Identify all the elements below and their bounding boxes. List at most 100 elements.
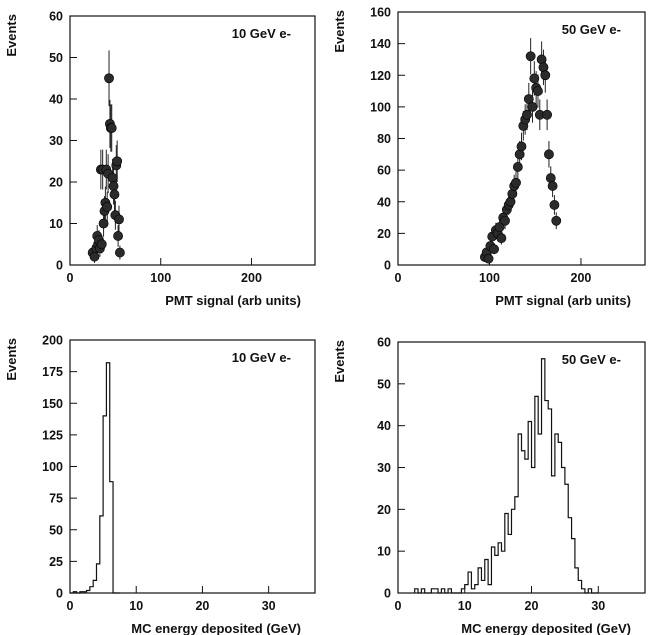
y-tick-label: 100 bbox=[370, 100, 391, 114]
y-tick-label: 40 bbox=[377, 419, 391, 433]
y-tick-label: 20 bbox=[377, 503, 391, 517]
x-tick-label: 0 bbox=[67, 599, 74, 613]
y-axis-label: Events bbox=[332, 340, 347, 383]
x-tick-label: 0 bbox=[395, 271, 402, 285]
panel-bottom-right: 0 10 20 30 40 50 60 0 10 20 30 MC energy deposited … bbox=[332, 336, 646, 635]
y-tick-label: 40 bbox=[377, 195, 391, 209]
data-point bbox=[107, 172, 118, 183]
data-point bbox=[500, 215, 510, 226]
x-tick-label: 200 bbox=[571, 271, 592, 285]
data-point bbox=[527, 101, 538, 112]
data-point bbox=[516, 141, 527, 152]
data-point bbox=[496, 233, 507, 244]
data-point bbox=[112, 156, 123, 167]
y-tick-label: 160 bbox=[370, 6, 391, 20]
x-tick-label: 100 bbox=[150, 271, 171, 285]
y-tick-label: 0 bbox=[384, 587, 391, 601]
y-tick-label: 60 bbox=[49, 10, 63, 24]
data-point bbox=[106, 123, 117, 133]
data-point bbox=[89, 251, 100, 262]
x-axis-label: MC energy deposited (GeV) bbox=[131, 621, 301, 635]
data-point bbox=[102, 201, 113, 212]
data-point bbox=[483, 253, 494, 264]
panel-top-right: 0 20 40 60 80 100 120 140 160 0 100 200 PMT signal (… bbox=[332, 6, 646, 308]
plot-frame bbox=[397, 341, 646, 594]
data-point bbox=[115, 247, 125, 258]
x-tick-label: 10 bbox=[129, 599, 143, 613]
data-point bbox=[529, 73, 540, 84]
data-point bbox=[104, 73, 114, 84]
y-tick-label: 100 bbox=[42, 460, 63, 474]
data-point bbox=[522, 109, 532, 120]
x-tick-label: 20 bbox=[195, 599, 209, 613]
data-point bbox=[523, 94, 534, 104]
x-axis-label: PMT signal (arb units) bbox=[165, 293, 301, 308]
data-point bbox=[113, 231, 123, 241]
y-tick-label: 120 bbox=[370, 69, 391, 83]
y-tick-label: 140 bbox=[370, 37, 391, 51]
annotation-label: 10 GeV e- bbox=[232, 350, 291, 365]
x-tick-label: 30 bbox=[591, 599, 605, 613]
y-tick-label: 20 bbox=[377, 227, 391, 241]
annotation-label: 50 GeV e- bbox=[562, 22, 621, 37]
data-point bbox=[114, 214, 124, 225]
data-point bbox=[511, 177, 521, 188]
data-point bbox=[544, 149, 554, 160]
data-point bbox=[525, 51, 536, 62]
data-point bbox=[533, 86, 543, 96]
x-tick-label: 0 bbox=[395, 599, 402, 613]
y-axis-label: Events bbox=[332, 10, 347, 53]
y-tick-label: 25 bbox=[49, 555, 63, 569]
data-point bbox=[549, 200, 560, 210]
x-tick-label: 20 bbox=[525, 599, 539, 613]
y-tick-label: 20 bbox=[49, 176, 63, 190]
y-tick-label: 175 bbox=[42, 365, 63, 379]
y-axis-label: Events bbox=[4, 14, 19, 57]
data-point bbox=[98, 218, 109, 229]
data-point bbox=[96, 239, 107, 250]
y-tick-label: 80 bbox=[377, 132, 391, 146]
plot-frame bbox=[69, 15, 316, 266]
y-axis-label: Events bbox=[4, 338, 19, 381]
data-point bbox=[547, 181, 558, 191]
y-tick-label: 150 bbox=[42, 397, 63, 411]
y-tick-label: 60 bbox=[377, 164, 391, 178]
x-tick-label: 10 bbox=[458, 599, 472, 613]
x-axis-label: PMT signal (arb units) bbox=[495, 293, 631, 308]
x-tick-label: 100 bbox=[479, 271, 500, 285]
histogram-outline bbox=[70, 362, 120, 594]
data-point bbox=[494, 222, 505, 232]
data-point bbox=[109, 189, 120, 200]
y-tick-label: 10 bbox=[49, 217, 63, 231]
x-axis-label: MC energy deposited (GeV) bbox=[461, 621, 631, 635]
y-tick-label: 50 bbox=[49, 523, 63, 537]
y-tick-label: 200 bbox=[42, 334, 63, 348]
y-tick-label: 0 bbox=[56, 259, 63, 273]
data-point bbox=[489, 244, 499, 255]
x-tick-label: 0 bbox=[67, 271, 74, 285]
data-point bbox=[551, 215, 562, 226]
y-tick-label: 50 bbox=[49, 51, 63, 65]
y-tick-label: 30 bbox=[377, 461, 391, 475]
panel-top-left: 0 10 20 30 40 50 60 0 100 200 PMT signal (arb unit… bbox=[4, 10, 316, 308]
x-tick-label: 200 bbox=[241, 271, 262, 285]
y-tick-label: 50 bbox=[377, 377, 391, 391]
y-tick-label: 0 bbox=[56, 587, 63, 601]
y-tick-label: 75 bbox=[49, 492, 63, 506]
data-point bbox=[540, 70, 551, 81]
y-tick-label: 0 bbox=[384, 259, 391, 273]
y-tick-label: 125 bbox=[42, 428, 63, 442]
y-tick-label: 10 bbox=[377, 545, 391, 559]
panel-bottom-left: 0 25 50 75 100 125 150 175 200 0 10 20 30 MC energy d… bbox=[4, 334, 316, 635]
y-tick-label: 40 bbox=[49, 93, 63, 107]
y-tick-label: 30 bbox=[49, 134, 63, 148]
histogram-outline bbox=[414, 358, 599, 594]
data-point bbox=[512, 162, 523, 172]
data-point bbox=[108, 181, 119, 192]
x-tick-label: 30 bbox=[262, 599, 276, 613]
data-point bbox=[542, 109, 553, 120]
annotation-label: 10 GeV e- bbox=[232, 26, 291, 41]
y-tick-label: 60 bbox=[377, 336, 391, 350]
annotation-label: 50 GeV e- bbox=[562, 352, 621, 367]
